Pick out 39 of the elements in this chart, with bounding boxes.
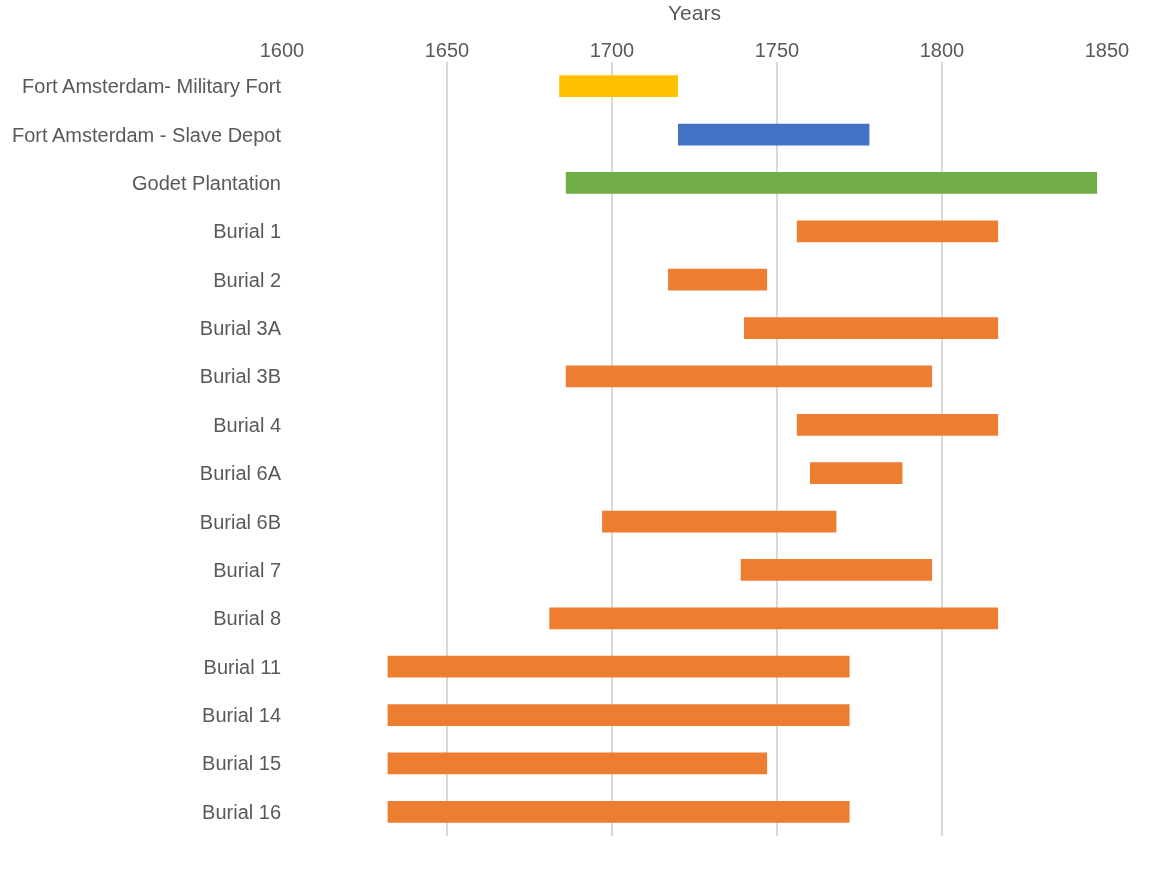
bar [387, 704, 850, 726]
y-tick-label: Burial 1 [213, 220, 281, 243]
x-tick-label: 1750 [754, 39, 800, 61]
x-axis-title: Years [668, 1, 721, 25]
bar [668, 268, 768, 291]
bar [387, 752, 768, 775]
bar [796, 413, 999, 436]
y-tick-label: Burial 6A [199, 462, 282, 485]
bar [387, 655, 850, 678]
y-tick-label: Burial 11 [203, 655, 281, 678]
bar [565, 172, 1098, 194]
x-tick-label: 1700 [589, 39, 635, 61]
x-tick-label: 1850 [1084, 39, 1130, 61]
bar [387, 800, 850, 823]
y-tick-label: Burial 14 [202, 704, 281, 727]
y-tick-label: Burial 3A [199, 317, 282, 340]
bar [549, 607, 999, 630]
y-tick-label: Burial 7 [213, 558, 281, 581]
y-tick-label: Burial 2 [213, 268, 281, 291]
bar [678, 123, 870, 146]
bar [740, 559, 933, 581]
y-tick-label: Fort Amsterdam - Slave Depot [12, 123, 282, 146]
y-tick-label: Burial 4 [213, 413, 281, 436]
y-tick-label: Burial 3B [199, 365, 281, 388]
y-tick-label: Burial 15 [202, 752, 281, 775]
y-tick-label: Godet Plantation [132, 171, 281, 194]
x-tick-label: 1800 [919, 39, 965, 61]
bar [744, 317, 999, 339]
x-tick-label: 1650 [424, 39, 470, 61]
y-tick-label: Burial 6B [199, 510, 281, 533]
y-tick-label: Fort Amsterdam- Military Fort [22, 75, 282, 98]
y-tick-label: Burial 8 [213, 607, 281, 630]
bar [810, 462, 903, 485]
x-tick-label: 1600 [259, 39, 305, 61]
bar [559, 75, 678, 98]
bar [602, 510, 837, 533]
bar [796, 220, 999, 243]
bar [565, 365, 933, 388]
y-tick-label: Burial 16 [202, 800, 281, 823]
